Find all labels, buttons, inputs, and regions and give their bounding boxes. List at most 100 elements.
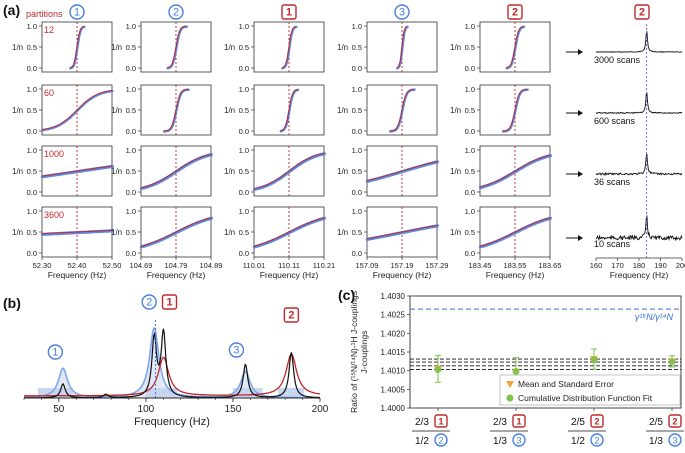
y-axis-label: 1/n (12, 106, 23, 115)
arrow-head (578, 110, 583, 116)
fit-curve-red (479, 154, 551, 188)
y-tick-label: 1.0 (126, 22, 136, 31)
badge-text: 2 (672, 417, 677, 427)
y-tick-label: 0.5 (126, 43, 136, 52)
partition-label-12: 12 (44, 25, 54, 35)
data-points-blue (41, 89, 114, 132)
fit-curve-red (366, 160, 438, 182)
x-tick-label: 200 (312, 404, 329, 415)
y-tick-label: 0.0 (239, 188, 249, 197)
legend: Mean and Standard Error Cumulative Distri… (499, 374, 681, 406)
panel-b-label: (b) (3, 295, 21, 311)
circle-badge-3: 3 (228, 342, 245, 358)
cdf-plot-1-1: 1/n 0.0 0.5 1.0 (111, 84, 212, 136)
spectrum-trace (595, 92, 683, 115)
y-axis-label: 1/n (12, 167, 23, 176)
x-tick-label: 183.55 (504, 261, 527, 270)
cdf-plot-2-1: 1/n 0.0 0.5 1.0 (224, 84, 325, 136)
category-bottom-fraction: 1/2 (571, 436, 585, 447)
y-tick-label: 0.0 (126, 64, 136, 73)
x-tick-label: 157.09 (356, 261, 379, 270)
y-tick-label: 0.5 (239, 106, 249, 115)
badge-frame (634, 4, 650, 20)
circle-badge-3: 3 (512, 433, 526, 447)
y-axis-label: 1/n (111, 106, 122, 115)
cdf-plot-1-2: 1/n 0.0 0.5 1.0 (111, 145, 213, 197)
y-tick-label: 1.4030 (381, 292, 406, 301)
spectrum-2: 36 scans (566, 153, 683, 187)
badge-frame (161, 294, 178, 310)
cdf-plot-4-2: 1/n 0.0 0.5 1.0 (450, 145, 552, 197)
y-tick-label: 0.0 (465, 64, 475, 73)
legend-cdf-icon (506, 394, 514, 402)
circle-badge-2: 2 (434, 433, 448, 447)
data-points-blue (252, 216, 326, 249)
y-tick-label: 0.0 (352, 127, 362, 136)
y-tick-label: 0.5 (352, 43, 362, 52)
cdf-plot-4-1: 1/n 0.0 0.5 1.0 (450, 84, 551, 136)
y-tick-label: 1.0 (27, 207, 37, 216)
y-tick-label: 1.0 (27, 85, 37, 94)
y-tick-label: 1.4025 (381, 311, 406, 320)
y-tick-label: 1.4000 (381, 404, 406, 413)
y-tick-label: 0.5 (126, 167, 136, 176)
y-axis-label: 1/n (450, 228, 461, 237)
badge-frame (507, 4, 523, 20)
spectra-x-tick-label: 200 (676, 261, 685, 270)
spectra-x-axis-label: Frequency (Hz) (610, 270, 669, 280)
cdf-fit-marker (590, 356, 598, 364)
badge-text: 2 (512, 7, 518, 19)
y-tick-label: 0.0 (465, 127, 475, 136)
y-tick-label: 0.0 (465, 188, 475, 197)
partition-label-60: 60 (44, 88, 54, 98)
x-tick-label: 110.01 (243, 261, 265, 270)
y-tick-label: 0.0 (352, 64, 362, 73)
y-tick-label: 1.4015 (381, 348, 406, 357)
spectrum-trace (595, 215, 683, 242)
y-tick-label: 0.5 (465, 43, 475, 52)
fit-curve-red (502, 88, 528, 132)
spectrum-3: 10 scans (566, 215, 683, 249)
square-badge-1: 1 (434, 414, 448, 428)
x-tick-label: 157.19 (391, 261, 414, 270)
x-axis-label: Frequency (Hz) (134, 416, 210, 428)
badge-text: 1 (516, 417, 521, 427)
y-tick-label: 1.0 (465, 146, 475, 155)
scan-count-label: 3000 scans (594, 55, 641, 65)
data-points-blue (40, 229, 114, 236)
badge-frame (590, 433, 604, 447)
data-points-blue (365, 160, 439, 183)
arrow-head (578, 235, 583, 241)
category-bottom-fraction: 1/3 (493, 436, 507, 447)
x-tick-label: 110.11 (278, 261, 300, 270)
fit-curve-red (506, 25, 524, 69)
y-tick-label: 1.0 (465, 207, 475, 216)
badge-text: 2 (146, 297, 152, 309)
badge-text: 2 (438, 436, 443, 446)
square-badge-2: 2 (507, 4, 523, 20)
badge-frame (512, 414, 526, 428)
x-tick-label: 104.79 (165, 261, 188, 270)
badge-text: 1 (166, 297, 172, 309)
fit-curve-red (167, 25, 187, 69)
y-tick-label: 1.0 (239, 207, 249, 216)
badge-frame (228, 342, 245, 358)
cdf-fit-marker (434, 366, 442, 374)
fit-curve-red (281, 25, 297, 69)
square-badge-2: 2 (283, 307, 300, 323)
y-tick-label: 0.0 (352, 188, 362, 197)
cdf-plot-1-0: 1/n 0.0 0.5 1.0 (111, 21, 212, 73)
y-tick-label: 1.0 (126, 207, 136, 216)
badge-text: 2 (594, 417, 599, 427)
badge-frame (69, 4, 85, 20)
y-tick-label: 0.5 (352, 106, 362, 115)
fit-curve-red (140, 153, 212, 189)
arrow-head (578, 171, 583, 177)
cdf-plot-0-1: 1/n 0.0 0.5 1.0 (12, 84, 114, 136)
data-points-blue (139, 153, 213, 191)
spectra-x-tick-label: 160 (590, 261, 603, 270)
cdf-plot-2-0: 1/n 0.0 0.5 1.0 (224, 21, 325, 73)
x-axis-label: Frequency (Hz) (147, 270, 206, 280)
cdf-plot-3-2: 1/n 0.0 0.5 1.0 (337, 145, 439, 197)
